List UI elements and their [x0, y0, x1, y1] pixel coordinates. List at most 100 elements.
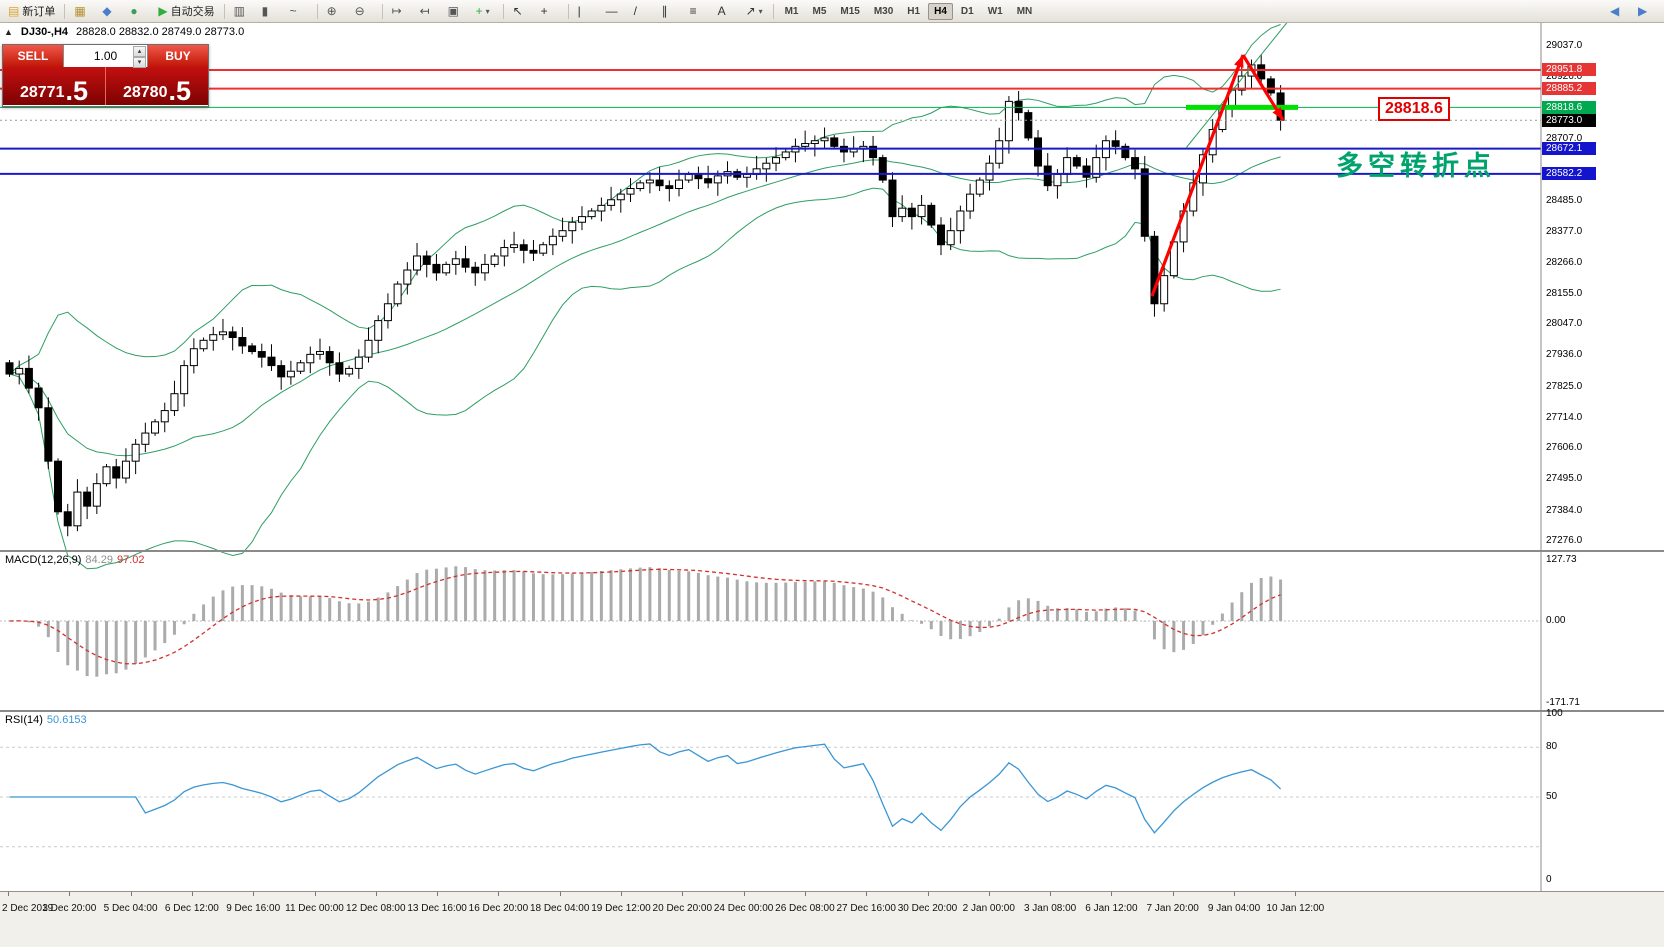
bar-chart-type-icon: ▥ — [233, 4, 245, 18]
timeframe-button-mn[interactable]: MN — [1016, 5, 1033, 17]
trade-panel-top-row: SELL 1.00 ▴ ▾ BUY — [3, 45, 208, 68]
time-axis-label: 26 Dec 08:00 — [775, 903, 835, 914]
buy-price[interactable]: 28780.5 — [106, 67, 208, 105]
price-line-tag[interactable]: 28951.8 — [1542, 63, 1596, 77]
time-axis-tick — [8, 892, 9, 896]
channel-button[interactable]: ∥ — [658, 1, 684, 21]
zoom-out-button[interactable]: ⊖ — [351, 1, 377, 21]
chinese-annotation-text[interactable]: 多空转折点 — [1336, 151, 1496, 181]
time-axis-label: 13 Dec 16:00 — [407, 903, 467, 914]
macd-value-2: 97.02 — [116, 554, 145, 566]
auto-trading-button[interactable]: ▶ 自动交易 — [154, 1, 218, 21]
time-axis-label: 5 Dec 04:00 — [103, 903, 158, 914]
timeframe-button-m15[interactable]: M15 — [840, 5, 860, 17]
price-line-tag[interactable]: 28582.2 — [1542, 167, 1596, 181]
time-axis-label: 20 Dec 20:00 — [652, 903, 713, 914]
time-axis-tick — [437, 892, 439, 896]
toolbar: ▤ 新订单 ▦ ◆ ● ▶ 自动交易 ▥ ▮ ~ ⊕ ⊖ ↦ ↤ ▣ + ▾ ↖ + | — / ∥ ≡ A ↗ ▾ M1 M5 M15 M… — [0, 0, 1664, 23]
time-axis-tick — [130, 892, 132, 896]
price-axis-label: 27714.0 — [1546, 411, 1583, 423]
toolbar-separator — [64, 3, 66, 19]
timeframe-button-m30[interactable]: M30 — [873, 5, 894, 17]
price-axis-label: 29037.0 — [1546, 40, 1583, 51]
auto-trading-button-label: 自动交易 — [170, 6, 215, 18]
timeframe-button-h4[interactable]: H4 — [928, 2, 953, 20]
new-order-button[interactable]: ▤ 新订单 — [4, 1, 59, 21]
time-axis-tick — [1050, 892, 1052, 896]
price-axis-label: 28266.0 — [1546, 256, 1583, 268]
timeframe-button-m1[interactable]: M1 — [784, 5, 799, 17]
bar-chart-type-button[interactable]: ▥ — [230, 1, 256, 21]
auto-scroll-icon: ↦ — [391, 4, 402, 18]
macd-axis-label: 0.00 — [1546, 615, 1566, 626]
price-line-tag[interactable]: 28818.6 — [1542, 100, 1596, 114]
sell-price[interactable]: 28771.5 — [3, 67, 106, 105]
time-axis-label: 3 Jan 08:00 — [1023, 903, 1077, 914]
volume-spinner[interactable]: ▴ ▾ — [133, 46, 146, 68]
rsi-axis-label: 80 — [1546, 741, 1558, 753]
timeframe-button-w1[interactable]: W1 — [987, 5, 1003, 17]
market-watch-button[interactable]: ● — [126, 1, 152, 21]
tile-windows-button[interactable]: ▣ — [444, 1, 470, 21]
time-axis-tick — [375, 892, 377, 896]
price-axis[interactable]: 29037.0 28926.0 28707.0 28485.0 28377.0 28266… — [1542, 0, 1663, 946]
new-order-button-label: 新订单 — [22, 6, 56, 18]
vertical-line-icon: | — [577, 4, 581, 18]
tile-windows-icon: ▣ — [447, 4, 459, 18]
price-axis-label: 28485.0 — [1546, 195, 1583, 207]
trade-panel-collapse-arrow-icon[interactable]: ▲ — [4, 27, 13, 37]
chart-shift-icon: ↤ — [419, 4, 430, 18]
profiles-button[interactable]: ◆ — [98, 1, 124, 21]
line-chart-type-button[interactable]: ~ — [286, 1, 312, 21]
fibonacci-button[interactable]: ≡ — [686, 1, 712, 21]
time-axis-label: 24 Dec 00:00 — [713, 903, 774, 914]
zoom-in-button[interactable]: ⊕ — [323, 1, 349, 21]
fibonacci-icon: ≡ — [689, 4, 697, 18]
chart-shift-button[interactable]: ↤ — [416, 1, 442, 21]
next-chart-button[interactable]: ▶ — [1634, 1, 1660, 21]
trendline-button[interactable]: / — [630, 1, 656, 21]
vertical-line-button[interactable]: | — [574, 1, 600, 21]
time-axis-tick — [559, 892, 561, 896]
volume-input[interactable]: 1.00 ▴ ▾ — [63, 45, 148, 68]
trendline-icon: / — [633, 4, 637, 18]
indicators-button[interactable]: + ▾ — [472, 1, 498, 21]
timeframe-button-d1[interactable]: D1 — [960, 5, 974, 17]
text-button[interactable]: A — [714, 1, 740, 21]
buy-button[interactable]: BUY — [148, 45, 208, 67]
charts-icon: ▦ — [74, 4, 86, 18]
dropdown-caret-icon: ▾ — [758, 6, 763, 16]
crosshair-button[interactable]: + — [537, 1, 563, 21]
horizontal-line-button[interactable]: — — [602, 1, 628, 21]
timeframe-button-h1[interactable]: H1 — [907, 5, 921, 17]
time-axis-tick — [314, 892, 316, 896]
sell-button[interactable]: SELL — [3, 45, 63, 67]
toolbar-separator — [381, 3, 383, 19]
candlestick-type-button[interactable]: ▮ — [258, 1, 284, 21]
cursor-button[interactable]: ↖ — [509, 1, 535, 21]
time-axis-label: 7 Jan 20:00 — [1146, 903, 1199, 914]
price-line-tag[interactable]: 28672.1 — [1542, 142, 1596, 156]
auto-scroll-button[interactable]: ↦ — [388, 1, 414, 21]
price-axis-label: 27825.0 — [1546, 380, 1583, 392]
time-axis-tick — [69, 892, 71, 896]
arrows-button[interactable]: ↗ ▾ — [742, 1, 768, 21]
volume-down-arrow-icon[interactable]: ▾ — [133, 57, 146, 68]
time-axis-tick — [253, 892, 255, 896]
time-axis-label: 19 Dec 12:00 — [591, 903, 651, 914]
price-level-tag[interactable]: 28818.6 — [1378, 97, 1450, 121]
crosshair-icon: + — [540, 4, 548, 18]
toolbar-separator — [502, 3, 504, 19]
volume-up-arrow-icon[interactable]: ▴ — [133, 46, 146, 57]
price-axis-label: 27276.0 — [1546, 534, 1583, 546]
charts-button[interactable]: ▦ — [70, 1, 96, 21]
timeframe-button-m5[interactable]: M5 — [812, 5, 827, 17]
toolbar-separator — [223, 3, 225, 19]
prev-chart-button[interactable]: ◀ — [1606, 1, 1632, 21]
time-axis[interactable]: 2 Dec 2019 3 Dec 20:00 5 Dec 04:00 6 Dec 12… — [0, 891, 1664, 947]
price-line-tag[interactable]: 28885.2 — [1542, 82, 1596, 96]
toolbar-right-group: ◀ ▶ — [1605, 1, 1661, 21]
time-axis-tick — [743, 892, 745, 896]
time-axis-tick — [1295, 892, 1297, 896]
